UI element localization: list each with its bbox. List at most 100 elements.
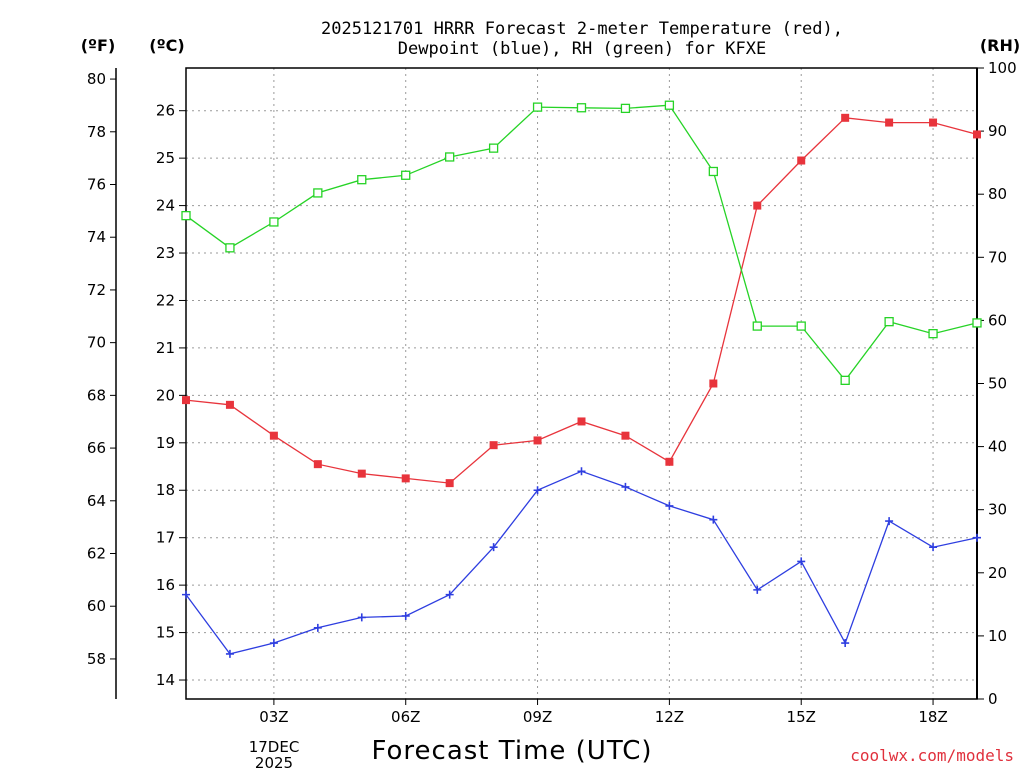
rh-tick-label: 20 [988,564,1007,582]
dewpoint-point [533,486,542,495]
dewpoint-point [885,517,894,526]
date-label-year: 2025 [255,754,293,768]
rh-point [532,102,543,112]
plot-frame [185,67,978,700]
celsius-tick-label: 16 [156,576,175,594]
x-tick-label: 12Z [655,708,684,726]
rh-tick-label: 50 [988,375,1007,393]
rh-tick-label: 60 [988,311,1007,329]
fahrenheit-tick-label: 74 [87,228,106,246]
rh-point [840,375,850,385]
dewpoint-point [445,590,454,599]
rh-tick-label: 30 [988,501,1007,519]
rh-point [928,329,938,339]
rh-point [269,217,279,227]
dewpoint-point [577,467,586,476]
temperature-point [182,396,190,405]
celsius-tick-label: 15 [156,624,175,642]
fahrenheit-tick-label: 72 [87,281,106,299]
fahrenheit-unit-label: (ºF) [81,36,116,55]
temperature-point [841,113,850,122]
temperature-point [269,431,278,440]
rh-unit-label: (RH) [980,36,1020,55]
rh-point [445,152,455,162]
temperature-point [973,130,981,139]
dewpoint-point [401,611,410,620]
x-axis-label: Forecast Time (UTC) [371,736,652,766]
fahrenheit-tick-label: 66 [87,439,106,457]
fahrenheit-tick-label: 60 [87,597,106,615]
rh-point [708,166,718,177]
dewpoint-point [269,639,278,648]
temperature-point [445,479,454,488]
fahrenheit-tick-label: 70 [87,334,106,352]
dewpoint-point [753,585,762,594]
rh-point [401,170,411,180]
temperature-point [709,379,718,388]
series-layer [181,100,982,658]
temperature-point [885,118,894,127]
axes: 14 15 16 17 18 19 20 21 22 23 24 25 26 58 60 62 64 66 68 70… [87,59,1017,726]
temperature-point [313,460,322,469]
grid [186,68,977,699]
temperature-point [225,400,234,409]
dewpoint-point [929,543,938,552]
dewpoint-point [357,613,366,622]
x-tick-label: 09Z [523,708,552,726]
celsius-unit-label: (ºC) [149,36,184,55]
dewpoint-point [621,482,630,491]
temperature-point [357,469,366,478]
x-tick-label: 18Z [918,708,947,726]
fahrenheit-tick-label: 78 [87,123,106,141]
rh-point [664,100,675,110]
celsius-tick-label: 26 [156,102,175,120]
fahrenheit-tick-label: 64 [87,492,106,510]
dewpoint-point [709,515,718,524]
celsius-tick-label: 24 [156,197,175,215]
rh-tick-label: 100 [988,59,1017,77]
rh-point [488,143,499,153]
temperature-point [489,441,498,450]
rh-tick-label: 70 [988,248,1007,266]
dewpoint-point [973,533,981,542]
dewpoint-point [182,590,190,599]
dewpoint-point [841,639,850,648]
fahrenheit-tick-label: 76 [87,176,106,194]
x-tick-label: 15Z [787,708,816,726]
celsius-tick-label: 22 [156,291,175,309]
celsius-tick-label: 19 [156,434,175,452]
rh-point [181,211,191,221]
credit-link[interactable]: coolwx.com/models [850,746,1014,765]
rh-point [752,321,762,331]
celsius-tick-label: 23 [156,244,175,262]
celsius-tick-label: 25 [156,149,175,167]
rh-tick-label: 40 [988,438,1007,456]
temperature-point [929,118,938,127]
temperature-point [401,474,410,483]
celsius-tick-label: 21 [156,339,175,357]
temperature-point [665,457,674,466]
fahrenheit-tick-label: 80 [87,70,106,88]
dewpoint-point [797,557,806,566]
rh-point [620,103,631,114]
rh-point [576,103,587,113]
celsius-tick-label: 20 [156,386,175,404]
rh-point [313,188,323,198]
rh-tick-label: 10 [988,627,1007,645]
dewpoint-point [665,501,674,510]
celsius-tick-label: 18 [156,481,175,499]
dewpoint-line [185,470,978,655]
temperature-point [577,417,586,426]
fahrenheit-tick-label: 58 [87,650,106,668]
celsius-tick-label: 17 [156,529,175,547]
temperature-point [621,431,630,440]
date-label-day: 17DEC [249,738,300,756]
dewpoint-point [313,623,322,632]
rh-point [796,321,806,331]
temperature-point [533,436,542,445]
rh-point [225,243,235,253]
fahrenheit-tick-label: 62 [87,545,106,563]
rh-point [972,318,982,328]
dewpoint-point [225,649,234,658]
x-tick-label: 03Z [259,708,288,726]
